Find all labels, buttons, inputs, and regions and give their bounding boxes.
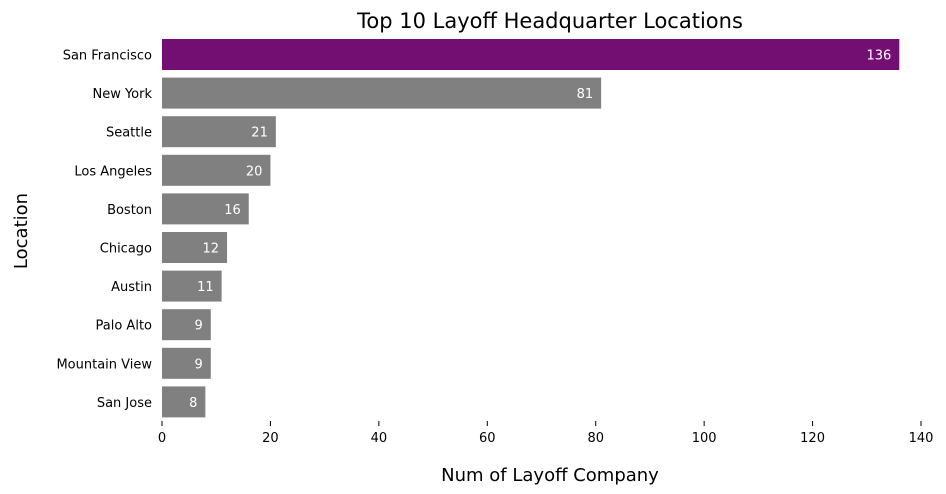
y-tick-label: Palo Alto [96,319,153,334]
x-tick-label: 140 [909,431,934,446]
bar-mountain-view [162,347,211,379]
bar-value-label: 16 [224,203,241,218]
bar-value-label: 12 [203,242,220,257]
y-tick-label: San Jose [97,396,152,411]
y-tick-label: Los Angeles [74,164,152,179]
bar-san-francisco [162,39,900,70]
x-axis-label: Num of Layoff Company [441,465,659,486]
bar-boston [162,193,249,225]
bar-value-label: 136 [866,49,891,64]
x-tick-label: 100 [692,431,717,446]
y-tick-label: Mountain View [56,357,152,372]
bar-value-label: 9 [195,357,203,372]
y-tick-label: Seattle [106,126,152,141]
x-tick-label: 120 [800,431,825,446]
y-tick-label: Austin [111,280,152,295]
bar-value-label: 20 [246,164,263,179]
x-tick-label: 20 [262,431,279,446]
bar-value-label: 8 [189,396,197,411]
x-tick-label: 80 [587,431,604,446]
bar-value-label: 9 [195,319,203,334]
chart-title: Top 10 Layoff Headquarter Locations [356,9,743,33]
x-tick-label: 0 [158,431,166,446]
bar-new-york [162,77,602,109]
bar-palo-alto [162,309,211,341]
y-tick-label: Chicago [100,242,152,257]
bar-los-angeles [162,154,271,186]
x-tick-label: 40 [371,431,388,446]
bar-seattle [162,116,276,148]
x-axis: 0 20 40 60 80 100 120 140 [158,421,934,446]
bar-chicago [162,232,228,263]
y-tick-label: San Francisco [63,49,152,64]
x-tick-label: 60 [479,431,496,446]
bar-value-label: 81 [577,87,594,102]
bars-group: 136 81 21 20 16 12 11 9 9 8 [162,39,900,418]
y-axis-label: Location [11,193,32,269]
y-tick-labels: San Francisco New York Seattle Los Angeles B… [56,49,152,411]
bar-san-jose [162,386,206,418]
bar-value-label: 11 [197,280,214,295]
y-tick-label: Boston [107,203,152,218]
y-tick-label: New York [92,87,152,102]
bar-austin [162,270,222,302]
bar-value-label: 21 [251,126,268,141]
